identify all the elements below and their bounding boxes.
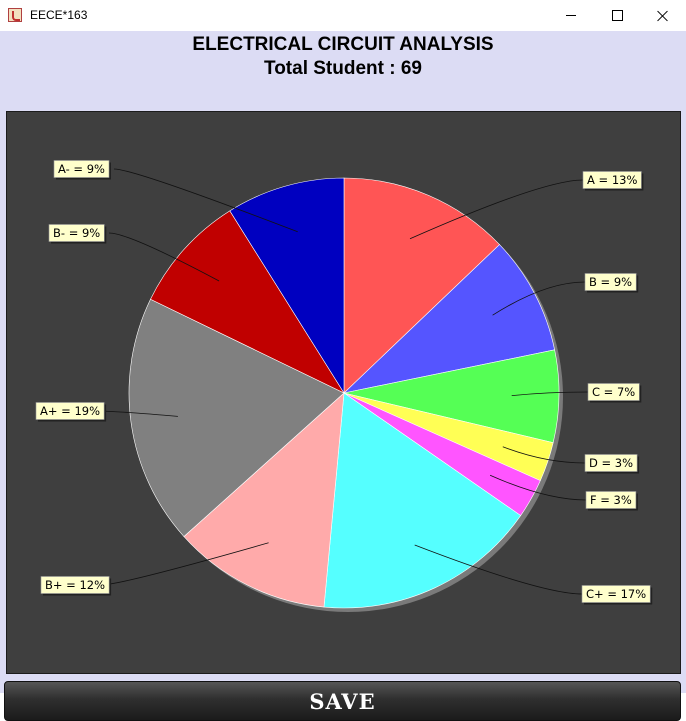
pie-slice-9: [229, 177, 345, 395]
pie-slice-6: [183, 392, 345, 608]
minimize-button[interactable]: [548, 0, 594, 31]
svg-text:B- = 9%: B- = 9%: [53, 226, 100, 240]
slice-label-9: A- = 9%: [53, 160, 111, 180]
label-connector-5: [414, 544, 583, 595]
minimize-icon: [566, 15, 576, 16]
svg-text:B = 9%: B = 9%: [589, 275, 632, 289]
slice-label-3: D = 3%: [584, 454, 640, 474]
slice-label-0: A = 13%: [582, 171, 644, 191]
svg-text:F = 3%: F = 3%: [590, 493, 632, 507]
label-connector-3: [502, 446, 586, 464]
label-connector-2: [511, 391, 589, 396]
label-connector-4: [489, 474, 587, 501]
svg-text:A = 13%: A = 13%: [587, 173, 637, 187]
slice-label-1: B = 9%: [584, 273, 639, 293]
chart-panel: ELECTRICAL CIRCUIT ANALYSIS Total Studen…: [0, 31, 686, 721]
chart-subtitle: Total Student : 69: [264, 58, 422, 79]
svg-text:A- = 9%: A- = 9%: [58, 162, 105, 176]
slice-label-6: B+ = 12%: [40, 576, 112, 596]
label-connector-1: [492, 281, 586, 316]
chart-title: ELECTRICAL CIRCUIT ANALYSIS: [192, 34, 494, 55]
svg-text:C+ = 17%: C+ = 17%: [586, 587, 646, 601]
svg-text:A+ = 19%: A+ = 19%: [40, 404, 100, 418]
pie-slice-7: [128, 298, 345, 537]
svg-text:C = 7%: C = 7%: [592, 385, 635, 399]
pie-chart: A = 13% B = 9% C = 7% D = 3% F = 3% C+ = 17% B…: [35, 160, 653, 612]
slice-label-8: B- = 9%: [48, 224, 107, 244]
slice-label-5: C+ = 17%: [581, 585, 653, 605]
close-button[interactable]: [640, 0, 686, 31]
plot-area: A = 13% B = 9% C = 7% D = 3% F = 3% C+ = 17% B…: [6, 111, 681, 674]
maximize-button[interactable]: [594, 0, 640, 31]
pie-slice-0: [343, 177, 500, 394]
slice-label-4: F = 3%: [585, 491, 638, 511]
window-titlebar: EECE*163: [0, 0, 686, 31]
save-button[interactable]: SAVE: [4, 681, 681, 721]
pie-slice-8: [150, 210, 345, 394]
label-connector-8: [108, 232, 220, 282]
svg-text:B+ = 12%: B+ = 12%: [45, 578, 105, 592]
label-connector-0: [409, 179, 584, 240]
pie-slice-5: [323, 392, 522, 609]
maximize-icon: [611, 10, 623, 21]
svg-text:D = 3%: D = 3%: [589, 456, 633, 470]
java-app-icon: [8, 8, 22, 22]
label-connector-9: [113, 168, 298, 233]
slice-label-2: C = 7%: [587, 383, 642, 403]
slice-label-7: A+ = 19%: [35, 402, 107, 422]
close-icon: [657, 10, 669, 22]
window-title: EECE*163: [30, 8, 88, 22]
